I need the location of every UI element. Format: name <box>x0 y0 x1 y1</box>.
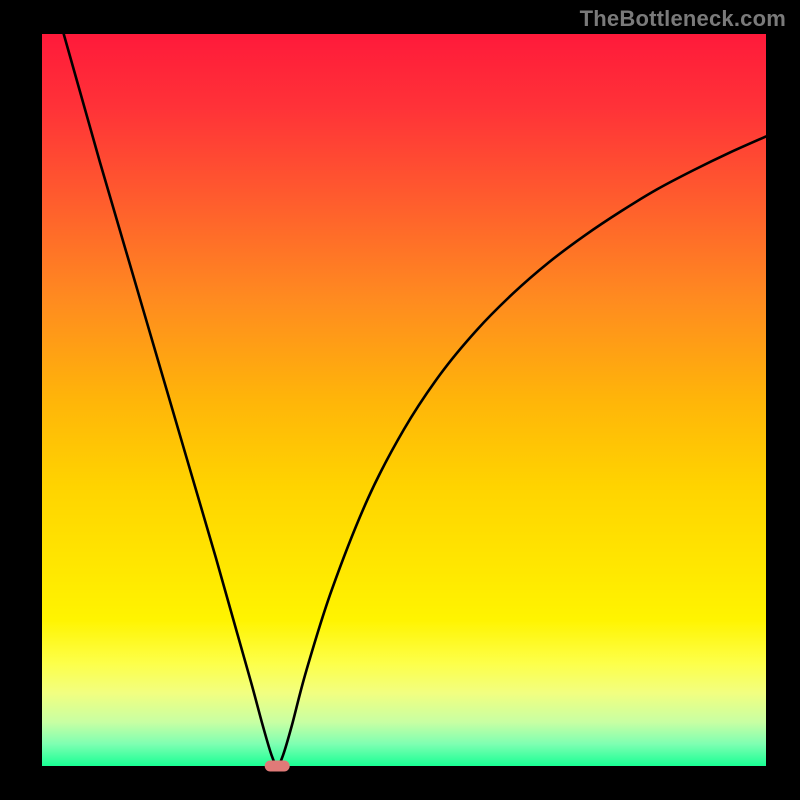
watermark-text: TheBottleneck.com <box>580 6 786 32</box>
plot-area <box>42 34 766 766</box>
chart-outer-frame: TheBottleneck.com <box>0 0 800 800</box>
optimum-marker <box>265 761 290 772</box>
background-gradient <box>42 34 766 766</box>
